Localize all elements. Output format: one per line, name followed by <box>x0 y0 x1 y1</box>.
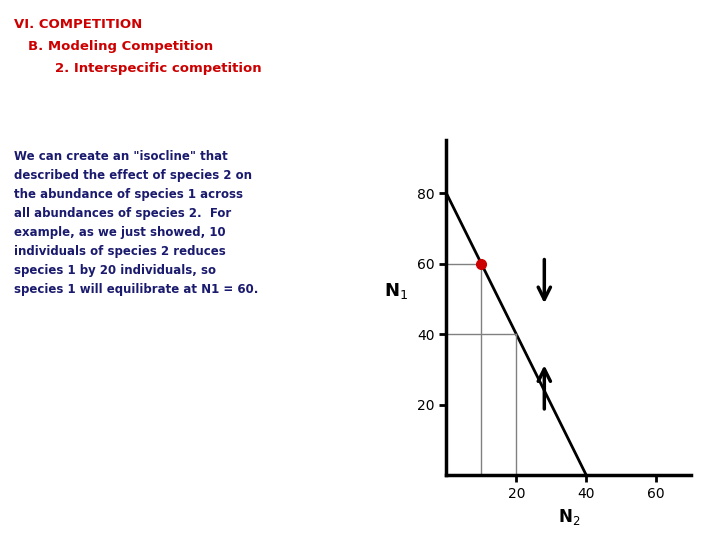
X-axis label: N$_2$: N$_2$ <box>557 507 580 526</box>
Text: B. Modeling Competition: B. Modeling Competition <box>28 40 213 53</box>
Text: N$_1$: N$_1$ <box>384 281 408 301</box>
Text: 2. Interspecific competition: 2. Interspecific competition <box>55 62 261 75</box>
Text: VI. COMPETITION: VI. COMPETITION <box>14 18 143 31</box>
Text: We can create an "isocline" that
described the effect of species 2 on
the abunda: We can create an "isocline" that describ… <box>14 150 258 296</box>
